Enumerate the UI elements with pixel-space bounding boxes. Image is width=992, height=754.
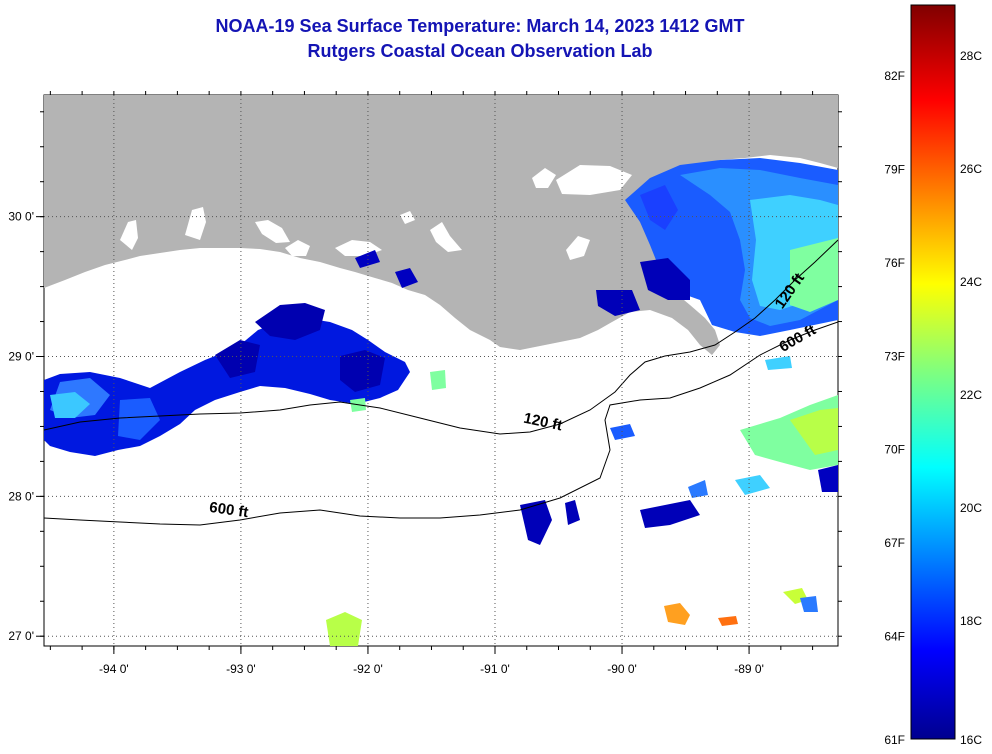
lon-tick-label: -93 0' bbox=[226, 662, 256, 676]
colorbar-c-label: 18C bbox=[960, 614, 982, 628]
colorbar-celsius-labels: 28C 26C 24C 22C 20C 18C 16C bbox=[960, 49, 982, 747]
lon-tick-label: -94 0' bbox=[99, 662, 129, 676]
lon-tick-label: -90 0' bbox=[607, 662, 637, 676]
colorbar-f-label: 64F bbox=[884, 630, 905, 644]
lat-tick-label: 27 0' bbox=[8, 629, 34, 643]
colorbar-c-label: 24C bbox=[960, 275, 982, 289]
colorbar-f-label: 76F bbox=[884, 256, 905, 270]
colorbar-f-label: 61F bbox=[884, 733, 905, 747]
colorbar-c-label: 26C bbox=[960, 162, 982, 176]
colorbar-f-label: 70F bbox=[884, 443, 905, 457]
colorbar-c-label: 20C bbox=[960, 501, 982, 515]
lon-tick-label: -91 0' bbox=[480, 662, 510, 676]
map-subtitle: Rutgers Coastal Ocean Observation Lab bbox=[307, 41, 653, 61]
lat-tick-label: 28 0' bbox=[8, 489, 34, 503]
latitude-axis: 30 0' 29 0' 28 0' 27 0' bbox=[8, 111, 842, 643]
colorbar-f-label: 82F bbox=[884, 69, 905, 83]
colorbar-f-label: 79F bbox=[884, 162, 905, 176]
colorbar-c-label: 28C bbox=[960, 49, 982, 63]
graticule bbox=[44, 95, 838, 646]
map-title: NOAA-19 Sea Surface Temperature: March 1… bbox=[215, 16, 745, 36]
colorbar-fahrenheit-labels: 82F 79F 76F 73F 70F 67F 64F 61F bbox=[884, 69, 905, 747]
cloud-mask bbox=[120, 165, 632, 260]
contour-label: 600 ft bbox=[208, 499, 249, 521]
depth-contours bbox=[44, 239, 838, 526]
contour-120ft bbox=[44, 239, 838, 435]
contour-600ft bbox=[44, 321, 838, 526]
lon-tick-label: -89 0' bbox=[734, 662, 764, 676]
colorbar-f-label: 67F bbox=[884, 536, 905, 550]
colorbar: 82F 79F 76F 73F 70F 67F 64F 61F 28C 26C 24C 22C 20C… bbox=[884, 4, 982, 747]
lon-tick-label: -92 0' bbox=[353, 662, 383, 676]
colorbar-gradient bbox=[910, 4, 956, 740]
lat-tick-label: 29 0' bbox=[8, 350, 34, 364]
longitude-axis: -94 0' -93 0' -92 0' -91 0' -90 0' -89 0' bbox=[49, 91, 814, 676]
sst-swaths bbox=[44, 158, 838, 646]
colorbar-c-label: 22C bbox=[960, 388, 982, 402]
colorbar-f-label: 73F bbox=[884, 349, 905, 363]
lat-tick-label: 30 0' bbox=[8, 210, 34, 224]
colorbar-c-label: 16C bbox=[960, 733, 982, 747]
